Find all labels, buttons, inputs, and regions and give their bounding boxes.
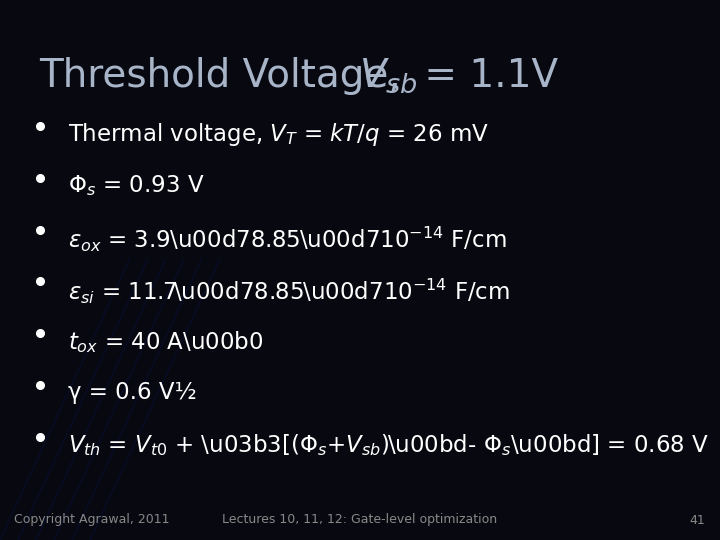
- Text: Lectures 10, 11, 12: Gate-level optimization: Lectures 10, 11, 12: Gate-level optimiza…: [222, 514, 498, 526]
- Text: 41: 41: [690, 514, 706, 526]
- Text: Threshold Voltage,: Threshold Voltage,: [40, 57, 413, 94]
- Text: = 1.1V: = 1.1V: [412, 57, 558, 94]
- Text: $\mathit{V}_{th}$ = $\mathit{V}_{t0}$ + \u03b3[($\Phi_s$+$\mathit{V}_{sb}$)\u00b: $\mathit{V}_{th}$ = $\mathit{V}_{t0}$ + …: [68, 433, 709, 458]
- Text: Thermal voltage, $\mathit{V}_T$ = $\mathit{kT/q}$ = 26 mV: Thermal voltage, $\mathit{V}_T$ = $\math…: [68, 122, 490, 148]
- Text: γ = 0.6 V½: γ = 0.6 V½: [68, 381, 197, 404]
- Text: $\mathit{V}_{sb}$: $\mathit{V}_{sb}$: [359, 57, 418, 95]
- Text: $\varepsilon_{ox}$ = 3.9\u00d78.85\u00d710$^{-14}$ F/cm: $\varepsilon_{ox}$ = 3.9\u00d78.85\u00d7…: [68, 225, 507, 254]
- Text: $\Phi_s$ = 0.93 V: $\Phi_s$ = 0.93 V: [68, 173, 205, 198]
- Text: $t_{ox}$ = 40 A\u00b0: $t_{ox}$ = 40 A\u00b0: [68, 329, 264, 355]
- Text: $\varepsilon_{si}$ = 11.7\u00d78.85\u00d710$^{-14}$ F/cm: $\varepsilon_{si}$ = 11.7\u00d78.85\u00d…: [68, 277, 510, 306]
- Text: Copyright Agrawal, 2011: Copyright Agrawal, 2011: [14, 514, 170, 526]
